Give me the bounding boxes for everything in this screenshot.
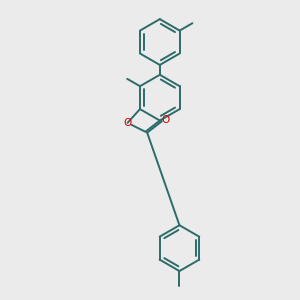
Text: O: O: [162, 115, 170, 124]
Text: O: O: [123, 118, 132, 128]
